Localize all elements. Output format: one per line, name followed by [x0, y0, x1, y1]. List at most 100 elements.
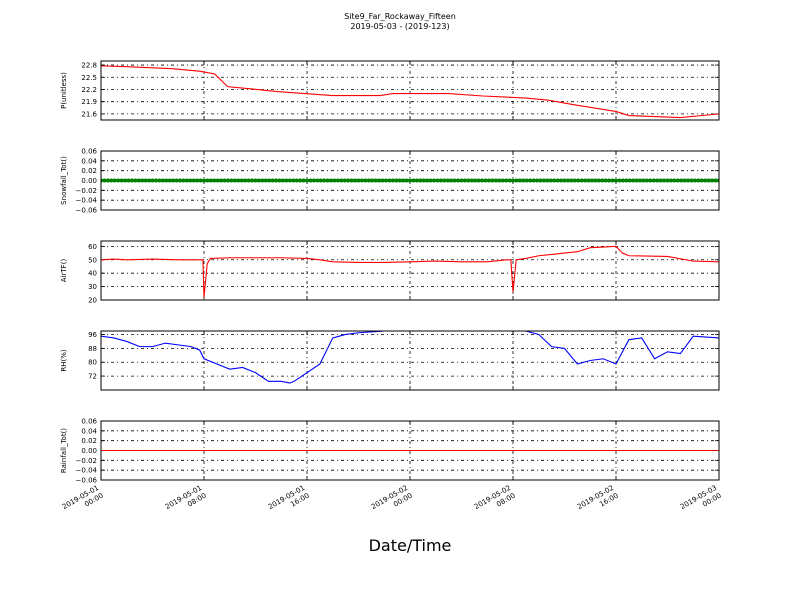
series-point [280, 178, 285, 183]
series-point [198, 178, 203, 183]
series-point [191, 178, 196, 183]
series-point [627, 178, 632, 183]
series-point [425, 178, 430, 183]
series-point [655, 178, 660, 183]
series-point [524, 178, 529, 183]
series-line [101, 245, 719, 298]
series-point [579, 178, 584, 183]
y-axis-label: Rainfall_Tot() [60, 428, 68, 473]
series-point [195, 178, 200, 183]
series-point [469, 178, 474, 183]
series-point [250, 178, 255, 183]
y-tick-label: 22.2 [81, 86, 97, 94]
series-point [346, 178, 351, 183]
series-point [713, 178, 718, 183]
series-point [648, 178, 653, 183]
panel-frame [100, 60, 720, 121]
panel-frame [100, 150, 720, 211]
series-point [253, 178, 258, 183]
series-point [634, 178, 639, 183]
series-point [105, 178, 110, 183]
series-point [689, 178, 694, 183]
series-point [614, 178, 618, 183]
y-tick-label: 21.9 [81, 98, 97, 106]
series-point [438, 178, 443, 183]
series-point [504, 178, 509, 183]
series-point [390, 178, 395, 183]
series-point [318, 178, 323, 183]
series-point [521, 178, 526, 183]
series-point [600, 178, 605, 183]
series-rh [101, 331, 719, 384]
series-point [263, 178, 268, 183]
series-point [672, 178, 677, 183]
series-point [308, 178, 313, 183]
series-point [287, 178, 292, 183]
series-point [366, 178, 371, 183]
series-point [507, 178, 512, 183]
y-axis-label: AirTF() [60, 259, 68, 283]
series-point [562, 178, 567, 183]
series-point [174, 178, 179, 183]
series-point [638, 178, 643, 183]
series-point [184, 178, 189, 183]
y-tick-label: −0.04 [76, 467, 98, 475]
series-point [332, 178, 337, 183]
series-point [548, 178, 553, 183]
series-point [284, 178, 289, 183]
series-point [541, 178, 546, 183]
series-point [517, 178, 522, 183]
series-point [109, 178, 114, 183]
y-axis-label: Snowfall_Tot() [60, 156, 68, 205]
series-point [301, 178, 306, 183]
y-axis-label: RH(%) [60, 349, 68, 372]
y-tick-label: 60 [88, 243, 97, 251]
series-point [699, 178, 704, 183]
panel-rh: 72 80 88 96 RH(%) [60, 330, 720, 391]
series-point [552, 178, 557, 183]
y-tick-label: 22.5 [81, 74, 97, 82]
series-point [267, 178, 272, 183]
series-point [445, 178, 450, 183]
series-airtemp [101, 245, 719, 298]
series-point [545, 178, 550, 183]
series-point [432, 178, 437, 183]
series-point [188, 178, 193, 183]
y-tick-label: 96 [88, 331, 97, 339]
series-point [329, 178, 334, 183]
series-point [620, 178, 625, 183]
series-point [291, 178, 296, 183]
series-point [531, 178, 536, 183]
chart-title-line1: Site9_Far_Rockaway_Fifteen [344, 12, 456, 21]
series-point [171, 178, 176, 183]
series-point [208, 178, 213, 183]
series-point [473, 178, 478, 183]
series-point [692, 178, 697, 183]
panel-airtemp: 20 30 40 50 60 AirTF() [60, 240, 720, 305]
series-point [167, 178, 172, 183]
series-point [102, 178, 107, 183]
panel-frame [100, 420, 720, 481]
series-point [483, 178, 488, 183]
series-point [596, 178, 601, 183]
series-point [682, 178, 687, 183]
series-point [202, 178, 206, 183]
series-point [624, 178, 629, 183]
series-point [538, 178, 543, 183]
series-point [565, 178, 570, 183]
series-point [260, 178, 265, 183]
series-point [160, 178, 165, 183]
chart-title-line2: 2019-05-03 - (2019-123) [350, 22, 449, 31]
series-point [486, 178, 491, 183]
y-tick-label: 40 [88, 270, 97, 278]
series-point [342, 178, 347, 183]
series-point [222, 178, 227, 183]
series-point [589, 178, 594, 183]
series-plevel [101, 65, 719, 119]
series-point [497, 178, 502, 183]
y-tick-label: 80 [88, 359, 97, 367]
series-point [380, 178, 385, 183]
series-point [462, 178, 467, 183]
series-point [363, 178, 368, 183]
series-point [414, 178, 419, 183]
